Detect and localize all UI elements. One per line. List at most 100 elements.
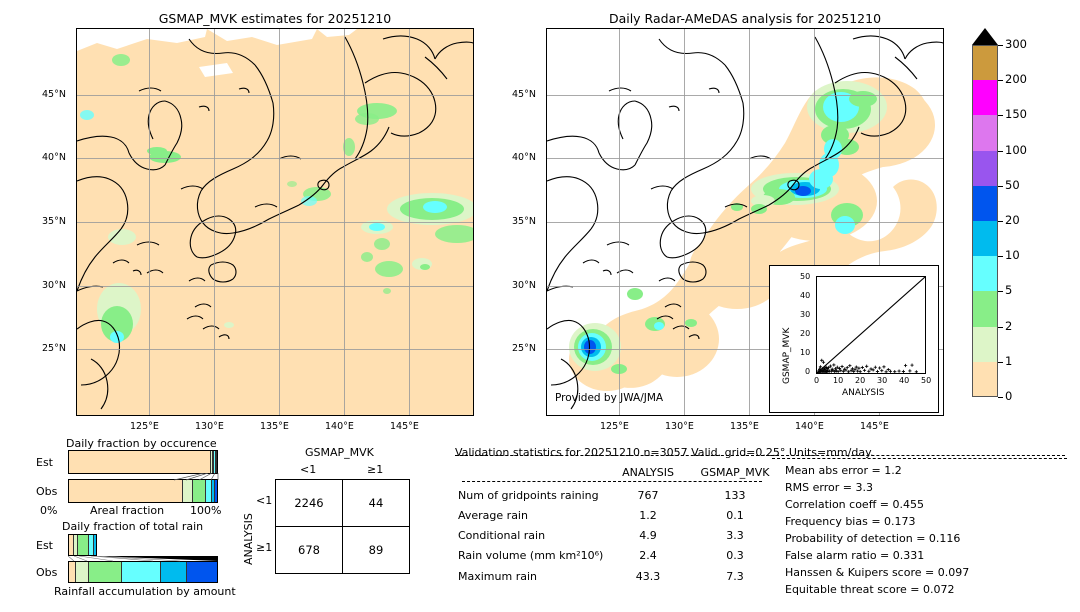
scatter-point [865,364,869,368]
colorbar-over-arrow [972,28,998,45]
scatter-point [854,365,858,369]
colorbar-tick-label: 200 [1005,72,1027,87]
bar-segment [187,562,217,582]
scatter-point [875,369,880,374]
colorbar-band-10 [972,221,998,257]
validation-score: Correlation coeff = 0.455 [785,498,924,511]
colorbar-band-1 [972,326,998,362]
scatter-point [850,367,855,371]
map-left-gridline-lat [77,158,473,159]
validation-row-analysis: 43.3 [635,570,661,583]
colorbar-band-20 [972,185,998,221]
scatter-x-axis-label: ANALYSIS [842,388,885,398]
scatter-point [880,369,884,373]
colorbar-tick [998,291,1003,293]
accumulation-bar-obs[interactable] [68,561,218,583]
colorbar-tick [998,221,1003,222]
scatter-point [848,364,852,368]
right-panel-title: Daily Radar-AMeDAS analysis for 20251210 [608,11,882,26]
occurrence-connector-lines [173,473,219,481]
colorbar-band-5 [972,256,998,292]
contingency-cell-hit: 89 [342,526,410,574]
contingency-cell-false-alarm: 44 [342,479,410,527]
scatter-x-tick: 50 [921,376,932,385]
occurrence-axis-left-tick: 0% [40,504,58,517]
scatter-point [852,369,856,374]
scatter-point [884,370,888,374]
table-row: 2246 44 [275,479,410,527]
accumulation-bar-est[interactable] [68,534,97,556]
map-right-lon-tick: 130°E [665,421,694,432]
colorbar-tick-label: 20 [1005,213,1020,227]
bar-segment [122,562,161,582]
scatter-x-tick: 20 [855,376,866,385]
scatter-x-tick: 30 [877,376,888,385]
scatter-point [836,369,840,374]
radar-amedas-analysis-map[interactable]: Provided by JWA/JMA GSMAP_MVK 50 40 30 2… [546,28,944,416]
validation-row-label: Average rain [458,509,528,522]
occurrence-bar-est[interactable] [68,450,218,474]
contingency-cell-hit-miss: 2246 [275,479,343,527]
map-right-lon-tick: 125°E [600,421,629,432]
scatter-points-svg [816,276,926,375]
scatter-y-tick: 30 [800,310,811,319]
gsmap-estimate-map[interactable] [76,28,474,416]
validation-score: Mean abs error = 1.2 [785,464,902,477]
occurrence-bar-obs[interactable] [68,479,218,503]
bar-segment [160,562,188,582]
scatter-point [862,368,867,372]
bar-segment [205,480,212,502]
map-right-lon-tick: 140°E [795,421,824,432]
validation-score: False alarm ratio = 0.331 [785,549,925,562]
attribution-label: Provided by JWA/JMA [555,392,664,404]
scatter-y-tick: 0 [805,367,811,376]
scatter-point [857,366,861,370]
map-left-lon-tick: 140°E [325,421,354,432]
validation-divider-mid [462,481,762,483]
scatter-point [910,363,914,367]
colorbar-tick-label: 5 [1005,283,1013,298]
scatter-point [828,364,832,368]
map-left-lat-tick: 25°N [42,343,66,354]
scatter-point [901,369,905,374]
validation-score: Equitable threat score = 0.072 [785,583,955,596]
scatter-y-axis-label: GSMAP_MVK [782,327,792,384]
scatter-plot-area [816,276,926,375]
contingency-col-header-lt1: <1 [300,463,317,476]
contingency-table[interactable]: 2246 44 678 89 [275,479,410,574]
contingency-col-header-ge1: ≥1 [367,463,384,476]
bar-segment [76,562,89,582]
occurrence-axis-right-tick: 100% [190,504,222,517]
scatter-y-tick: 20 [800,329,811,338]
scatter-point [873,365,877,369]
scatter-point [858,370,862,374]
validation-row-analysis: 767 [637,489,659,502]
bar-segment [78,535,90,555]
scatter-x-tick: 40 [899,376,910,385]
map-left-gridline-lat [77,95,473,96]
scatter-point [835,365,839,369]
colorbar-tick-label: 10 [1005,248,1020,263]
colorbar-tick-label: 1 [1005,353,1013,368]
scatter-point [845,366,849,370]
bar-segment [211,451,213,473]
scatter-point [844,368,848,372]
contingency-row-header-ge1: ≥1 [256,541,273,554]
scatter-point [914,370,918,374]
map-left-coastlines [77,29,473,410]
colorbar-tick [998,150,1003,152]
scatter-y-tick: 40 [800,291,811,300]
scatter-point [821,367,825,371]
rainfall-colorbar[interactable]: 300 200 150 100 50 20 10 5 2 1 0 [972,28,1072,423]
contingency-col-group-title: GSMAP_MVK [305,446,374,459]
contingency-row-header-lt1: <1 [256,494,273,507]
bar-segment [88,562,123,582]
validation-col-header-analysis: ANALYSIS [622,466,674,479]
validation-row-label: Num of gridpoints raining [458,489,599,502]
validation-row-label: Conditional rain [458,529,546,542]
scatter-point [846,370,851,374]
map-right-gridline-lat [547,158,943,159]
scatter-inset-panel[interactable]: GSMAP_MVK 50 40 30 20 10 0 0 10 20 30 40… [769,265,939,413]
validation-row-gsmap: 3.3 [726,529,744,542]
scatter-point [867,369,871,373]
